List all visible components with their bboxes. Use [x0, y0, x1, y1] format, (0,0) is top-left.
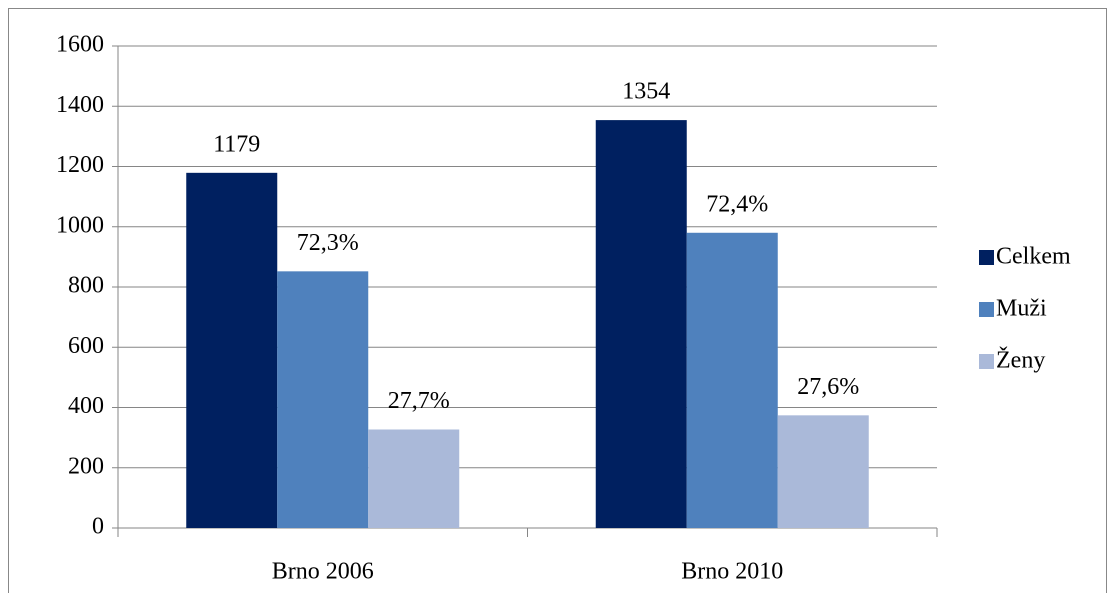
y-tick-label: 1000	[56, 212, 104, 238]
y-tick-label: 1400	[56, 92, 104, 118]
y-tick-label: 400	[68, 393, 104, 419]
data-label: 1354	[622, 79, 670, 105]
y-tick-label: 1600	[56, 32, 104, 58]
x-tick-label: Brno 2006	[272, 559, 374, 585]
bar	[186, 172, 278, 529]
y-tick-label: 800	[68, 273, 104, 299]
x-tick-label: Brno 2010	[681, 559, 783, 585]
bar	[686, 232, 778, 528]
legend-label: Muži	[996, 296, 1047, 322]
data-label: 27,7%	[388, 388, 450, 414]
y-tick-label: 1200	[56, 152, 104, 178]
bar	[777, 415, 869, 528]
legend-swatch	[979, 302, 994, 317]
legend-swatch	[979, 250, 994, 265]
data-label: 72,4%	[706, 191, 768, 217]
legend-label: Celkem	[996, 244, 1071, 270]
data-label: 27,6%	[797, 374, 859, 400]
bar	[277, 271, 369, 528]
data-label: 72,3%	[297, 230, 359, 256]
chart-border	[8, 8, 1107, 593]
y-tick-label: 600	[68, 333, 104, 359]
legend-label: Ženy	[996, 348, 1045, 374]
data-label: 1179	[213, 131, 260, 157]
legend-swatch	[979, 354, 994, 369]
y-tick-label: 0	[92, 514, 104, 540]
bar	[595, 120, 687, 529]
bar	[368, 429, 460, 528]
y-tick-label: 200	[68, 453, 104, 479]
